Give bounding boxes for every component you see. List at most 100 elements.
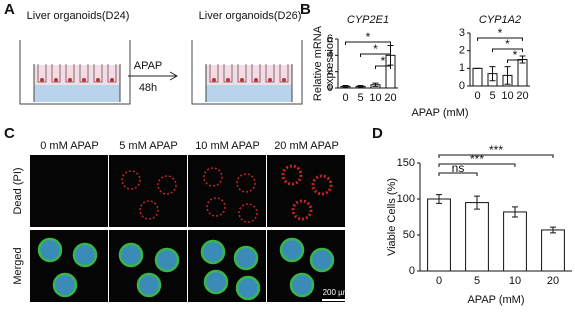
y-axis-label: expression	[324, 37, 336, 90]
well-left	[19, 40, 131, 105]
row-label: Dead (PI)	[12, 167, 24, 214]
organoid-merged	[200, 239, 226, 265]
duration: 48h	[139, 82, 157, 94]
pi-signal	[139, 200, 159, 220]
well-title: Liver organoids(D24)	[27, 10, 130, 22]
treatment: APAP	[134, 60, 163, 72]
x-tick-label: 10	[509, 275, 521, 287]
organoid	[268, 78, 272, 82]
pi-signal	[238, 203, 258, 223]
y-tick-label: 1	[459, 62, 465, 74]
organoid-merged	[233, 245, 259, 271]
well-title: Liver organoids(D26)	[199, 10, 302, 22]
y-tick-label: 0	[327, 82, 333, 94]
pi-signal	[203, 167, 223, 187]
column-label: 0 mM APAP	[40, 140, 98, 152]
micrograph	[267, 155, 345, 227]
panel-label: A	[4, 1, 15, 18]
organoid	[68, 78, 72, 82]
bar	[541, 229, 565, 272]
organoids	[37, 64, 289, 83]
y-tick-label: 4	[327, 49, 333, 61]
organoid-merged	[154, 247, 180, 273]
bar	[427, 198, 451, 272]
y-tick-label: 3	[459, 27, 465, 39]
significance-bracket	[438, 163, 516, 167]
x-tick-label: 20	[516, 90, 528, 102]
organoid-merged	[289, 272, 315, 298]
error-bar	[504, 66, 511, 85]
column-label: 20 mM APAP	[274, 140, 339, 152]
chart-title: CYP2E1	[347, 14, 389, 26]
well-right	[191, 40, 303, 105]
organoid	[40, 78, 44, 82]
organoid-merged	[37, 237, 63, 263]
significance-bracket	[492, 48, 523, 52]
error-bar	[512, 206, 518, 218]
error-bar	[342, 85, 349, 88]
micrographs: 200 µm	[30, 155, 350, 302]
error-bar	[357, 85, 364, 88]
organoid	[82, 78, 86, 82]
significance-label: ns	[452, 161, 465, 175]
x-tick-label: 20	[547, 275, 559, 287]
x-tick-label: 0	[474, 90, 480, 102]
micrograph	[30, 155, 108, 227]
y-tick-label: 50	[403, 229, 415, 241]
organoid-merged	[235, 275, 261, 301]
panel-label: B	[300, 1, 311, 18]
y-tick-label: 6	[327, 33, 333, 45]
organoid	[96, 78, 100, 82]
significance-bracket	[507, 59, 523, 63]
y-tick-label: 2	[327, 66, 333, 78]
x-tick-label: 5	[489, 90, 495, 102]
column-label: 5 mM APAP	[119, 140, 177, 152]
y-tick-label: 2	[459, 45, 465, 57]
organoid	[54, 78, 58, 82]
x-tick-label: 5	[474, 275, 480, 287]
organoid-merged	[203, 269, 229, 295]
micrograph	[109, 155, 187, 227]
x-tick-label: 10	[369, 92, 381, 104]
significance-bracket	[360, 53, 391, 57]
significance-bracket	[375, 65, 391, 69]
x-tick-label: 20	[384, 92, 396, 104]
chart-title: CYP1A2	[479, 14, 521, 26]
significance-label: *	[373, 42, 378, 56]
y-tick-label: 150	[397, 157, 415, 169]
panel-label: C	[4, 125, 15, 142]
significance-bracket	[438, 172, 478, 176]
organoid-merged	[72, 242, 98, 268]
pi-signal	[291, 199, 313, 221]
significance-bracket	[345, 41, 391, 45]
organoid-merged	[136, 272, 162, 298]
x-axis-label: APAP (mM)	[467, 294, 524, 306]
y-tick-label: 100	[397, 193, 415, 205]
significance-label: ***	[489, 143, 503, 157]
x-axis-label: APAP (mM)	[411, 107, 468, 119]
arrow	[128, 71, 179, 81]
panel-label: D	[372, 125, 383, 142]
significance-label: *	[513, 48, 518, 62]
error-bar	[489, 66, 496, 82]
y-axis-label: Relative mRNA	[312, 25, 324, 101]
organoid	[226, 78, 230, 82]
column-label: 10 mM APAP	[195, 140, 260, 152]
organoid-merged	[118, 242, 144, 268]
pi-signal	[121, 170, 141, 190]
x-tick-label: 10	[501, 90, 513, 102]
bar	[472, 67, 483, 87]
significance-bracket	[438, 154, 554, 158]
y-axis-label: Viable Cells (%)	[386, 178, 398, 256]
organoid	[282, 78, 286, 82]
scale-bar-label: 200 µm	[323, 288, 350, 297]
pi-signal	[236, 173, 256, 193]
y-tick-label: 0	[459, 80, 465, 92]
significance-bracket	[477, 37, 523, 41]
organoid	[240, 78, 244, 82]
pi-signal	[206, 197, 226, 217]
x-tick-label: 0	[436, 275, 442, 287]
error-bar	[550, 226, 556, 234]
y-tick-label: 0	[409, 265, 415, 277]
